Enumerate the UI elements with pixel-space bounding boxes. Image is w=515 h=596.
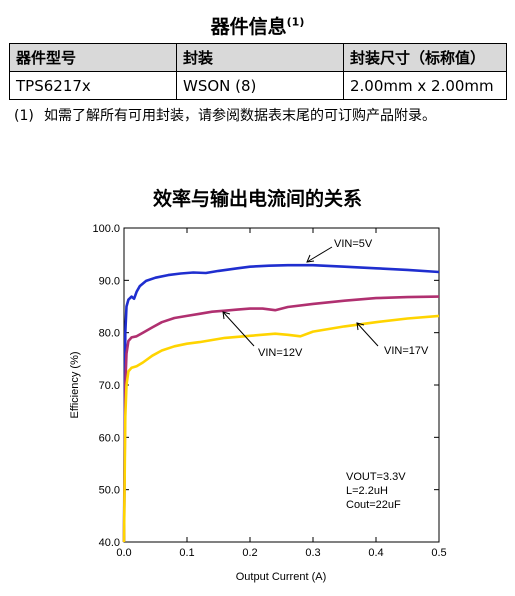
table-row: TPS6217x WSON (8) 2.00mm x 2.00mm bbox=[9, 71, 507, 100]
y-tick-label: 80.0 bbox=[99, 328, 120, 340]
label-vin12: VIN=12V bbox=[258, 347, 303, 359]
label-vin5: VIN=5V bbox=[334, 238, 373, 250]
header-part-number: 器件型号 bbox=[9, 43, 177, 72]
y-tick-label: 40.0 bbox=[99, 537, 120, 549]
condition-vout: VOUT=3.3V bbox=[346, 471, 406, 483]
y-tick-label: 90.0 bbox=[99, 275, 120, 287]
condition-inductor: L=2.2uH bbox=[346, 485, 388, 497]
arrow-vin12 bbox=[222, 311, 255, 347]
footnote: (1) 如需了解所有可用封装，请参阅数据表末尾的可订购产品附录。 bbox=[14, 107, 494, 126]
x-tick-label: 0.5 bbox=[431, 547, 446, 559]
table-header-row: 器件型号 封装 封装尺寸（标称值） bbox=[9, 43, 507, 72]
y-tick-label: 100.0 bbox=[92, 223, 120, 235]
series-line-vin-17v bbox=[122, 314, 440, 543]
header-body-size: 封装尺寸（标称值） bbox=[343, 43, 507, 72]
x-axis-label: Output Current (A) bbox=[236, 571, 326, 583]
arrowhead-vin17 bbox=[356, 322, 365, 331]
footnote-mark: (1) bbox=[14, 108, 34, 124]
arrowhead-vin5 bbox=[306, 254, 315, 263]
plot-area bbox=[123, 227, 440, 543]
cell-package: WSON (8) bbox=[176, 71, 344, 100]
x-tick-label: 0.3 bbox=[305, 547, 320, 559]
arrowhead-vin12 bbox=[222, 311, 231, 320]
header-package: 封装 bbox=[176, 43, 344, 72]
series-lines bbox=[122, 263, 440, 543]
series-line-vin-5v bbox=[122, 263, 440, 543]
footnote-text: 如需了解所有可用封装，请参阅数据表末尾的可订购产品附录。 bbox=[44, 108, 436, 124]
y-axis-label: Efficiency (%) bbox=[69, 351, 81, 418]
condition-cout: Cout=22uF bbox=[346, 499, 401, 511]
x-tick-label: 0.4 bbox=[368, 547, 383, 559]
x-tick-label: 0.2 bbox=[242, 547, 257, 559]
y-tick-labels: 40.0 50.0 60.0 70.0 80.0 90.0 100.0 bbox=[92, 223, 120, 549]
y-tick-label: 50.0 bbox=[99, 485, 120, 497]
label-vin17: VIN=17V bbox=[384, 345, 429, 357]
chart-title: 效率与输出电流间的关系 bbox=[152, 188, 362, 210]
device-info-title-note: (1) bbox=[286, 15, 305, 29]
x-tick-label: 0.1 bbox=[179, 547, 194, 559]
x-tick-label: 0.0 bbox=[116, 547, 131, 559]
arrow-vin17 bbox=[356, 322, 379, 347]
efficiency-chart: 0.0 0.1 0.2 0.3 0.4 0.5 40.0 50.0 60.0 70.0 80.0 9… bbox=[69, 223, 447, 583]
cell-body-size: 2.00mm x 2.00mm bbox=[343, 71, 507, 100]
arrow-vin5 bbox=[306, 246, 333, 263]
device-info-table: 器件型号 封装 封装尺寸（标称值） TPS6217x WSON (8) 2.00… bbox=[9, 43, 507, 100]
cell-part-number: TPS6217x bbox=[9, 71, 177, 100]
x-tick-labels: 0.0 0.1 0.2 0.3 0.4 0.5 bbox=[116, 547, 446, 559]
y-tick-label: 60.0 bbox=[99, 432, 120, 444]
series-line-vin-12v bbox=[122, 295, 440, 543]
device-info-title-text: 器件信息 bbox=[210, 16, 287, 38]
device-info-title: 器件信息(1) bbox=[0, 12, 515, 39]
y-tick-label: 70.0 bbox=[99, 380, 120, 392]
